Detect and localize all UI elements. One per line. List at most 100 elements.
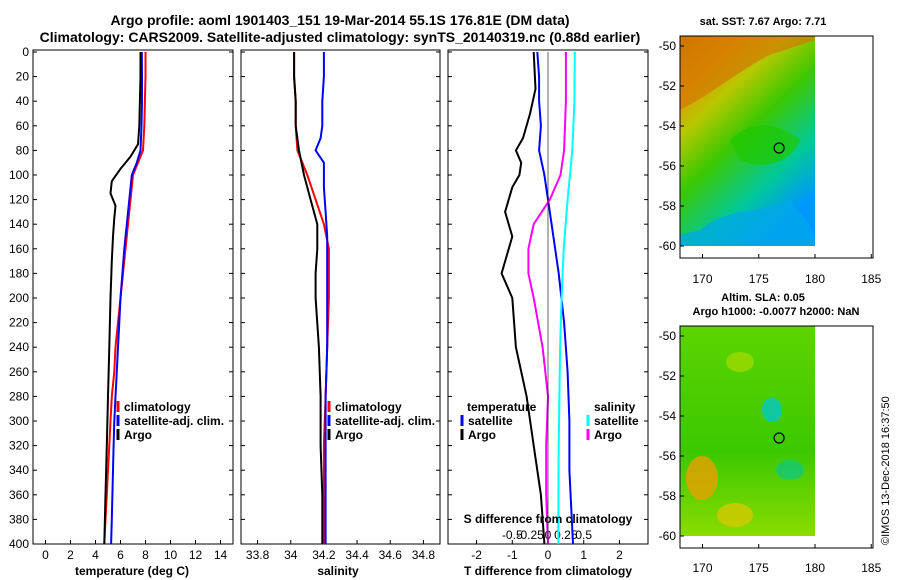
y-tick-label: 160 bbox=[9, 242, 29, 256]
y-tick-label: 320 bbox=[9, 439, 29, 453]
sla-map-subtitle: Argo h1000: -0.0077 h2000: NaN bbox=[693, 306, 860, 318]
x-tick-label: 14 bbox=[214, 548, 228, 562]
y-tick-label: 200 bbox=[9, 291, 29, 305]
salinity-xlabel: salinity bbox=[317, 564, 359, 578]
x-tick-label: 0 bbox=[42, 548, 49, 562]
map-x-tick-label: 175 bbox=[749, 272, 769, 286]
y-tick-label: 240 bbox=[9, 340, 29, 354]
map-y-tick-label: -56 bbox=[659, 449, 677, 463]
x-tick-label: 34 bbox=[284, 548, 298, 562]
sst-map bbox=[679, 35, 874, 259]
sla-low-eddy bbox=[762, 398, 782, 422]
series-salinity-satellite bbox=[557, 51, 576, 544]
x-tick-label: -1 bbox=[507, 548, 518, 562]
salinity-legend: climatology satellite-adj. clim. Argo bbox=[327, 400, 435, 442]
y-tick-label: 400 bbox=[9, 537, 29, 551]
sst-map-title: sat. SST: 7.67 Argo: 7.71 bbox=[700, 16, 827, 28]
y-tick-label: 140 bbox=[9, 217, 29, 231]
argo-location-marker bbox=[773, 142, 785, 154]
series-temperature-satellite bbox=[536, 51, 574, 545]
difference-xlabel: T difference from climatology bbox=[464, 564, 632, 578]
x-tick-label: 34.8 bbox=[412, 548, 436, 562]
x2-tick-label: 0.5 bbox=[575, 528, 592, 542]
map-y-tick-label: -60 bbox=[659, 529, 677, 543]
legend-climatology: climatology bbox=[335, 400, 402, 414]
series-temperature-argo bbox=[500, 51, 546, 545]
y-tick-label: 300 bbox=[9, 414, 29, 428]
y-tick-label: 360 bbox=[9, 488, 29, 502]
x-tick-label: 33.8 bbox=[246, 548, 270, 562]
map-y-tick-label: -60 bbox=[659, 239, 677, 253]
legend-s-argo: Argo bbox=[594, 428, 622, 442]
x-tick-label: 0 bbox=[545, 548, 552, 562]
sla-ridge bbox=[726, 352, 754, 372]
x2-tick-label: -0.25 bbox=[516, 528, 544, 542]
map-x-tick-label: 170 bbox=[692, 561, 712, 575]
salinity-difference-xlabel: S difference from climatology bbox=[464, 512, 633, 526]
x-tick-label: 34.2 bbox=[312, 548, 336, 562]
map-x-tick-label: 185 bbox=[861, 561, 881, 575]
map-y-tick-label: -50 bbox=[659, 39, 677, 53]
y-tick-label: 100 bbox=[9, 168, 29, 182]
x-tick-label: 10 bbox=[164, 548, 178, 562]
sst-warm-region bbox=[680, 36, 815, 110]
legend-argo: Argo bbox=[124, 428, 152, 442]
map-x-tick-label: 175 bbox=[749, 561, 769, 575]
sst-green-eddy bbox=[730, 125, 800, 165]
map-x-tick-label: 185 bbox=[861, 272, 881, 286]
x-tick-label: 6 bbox=[117, 548, 124, 562]
argo-location-marker bbox=[773, 432, 785, 444]
difference-legend: temperature satellite Argo salinity sate… bbox=[460, 400, 639, 442]
sst-map-frame bbox=[679, 35, 874, 259]
y-tick-label: 60 bbox=[16, 119, 30, 133]
series-argo bbox=[293, 52, 324, 544]
temperature-plot-frame bbox=[32, 49, 234, 545]
x-tick-label: -2 bbox=[471, 548, 482, 562]
x-tick-label: 34.4 bbox=[345, 548, 369, 562]
imos-credit: ©IMOS 13-Dec-2018 16:37:50 bbox=[880, 396, 892, 545]
sst-cold-region bbox=[680, 200, 815, 246]
y-tick-label: 120 bbox=[9, 193, 29, 207]
x2-tick-label: -0.5 bbox=[502, 528, 523, 542]
y-tick-label: 280 bbox=[9, 389, 29, 403]
x-tick-label: 4 bbox=[92, 548, 99, 562]
x-tick-label: 2 bbox=[67, 548, 74, 562]
sla-yellow-blob bbox=[717, 503, 753, 527]
sla-map-title: Altim. SLA: 0.05 bbox=[721, 292, 805, 304]
temperature-xlabel: temperature (deg C) bbox=[75, 564, 189, 578]
y-tick-label: 20 bbox=[16, 70, 30, 84]
sla-warm-blob bbox=[686, 456, 718, 500]
y-tick-label: 80 bbox=[16, 143, 30, 157]
map-y-tick-label: -54 bbox=[659, 409, 677, 423]
legend-salinity-title: salinity bbox=[594, 400, 636, 414]
legend-s-satellite: satellite bbox=[594, 414, 639, 428]
legend-t-argo: Argo bbox=[468, 428, 496, 442]
y-tick-label: 380 bbox=[9, 512, 29, 526]
title-line-2: Climatology: CARS2009. Satellite-adjuste… bbox=[39, 29, 641, 45]
sla-low-eddy-2 bbox=[776, 460, 804, 480]
sla-map-frame bbox=[679, 325, 874, 549]
x-tick-label: 12 bbox=[189, 548, 203, 562]
map-x-tick-label: 180 bbox=[805, 272, 825, 286]
x-tick-label: 34.6 bbox=[379, 548, 403, 562]
series-satellite-adj-clim- bbox=[314, 52, 329, 544]
map-y-tick-label: -52 bbox=[659, 369, 677, 383]
y-tick-label: 180 bbox=[9, 266, 29, 280]
y-tick-label: 0 bbox=[22, 45, 29, 59]
y-tick-label: 40 bbox=[16, 94, 30, 108]
series-satellite-adj-clim- bbox=[110, 51, 143, 545]
map-y-tick-label: -58 bbox=[659, 489, 677, 503]
y-tick-label: 260 bbox=[9, 365, 29, 379]
x-tick-label: 2 bbox=[616, 548, 623, 562]
sla-map bbox=[679, 325, 874, 549]
salinity-plot-frame bbox=[240, 49, 441, 545]
y-tick-label: 340 bbox=[9, 463, 29, 477]
map-x-tick-label: 180 bbox=[805, 561, 825, 575]
title-line-1: Argo profile: aoml 1901403_151 19-Mar-20… bbox=[110, 12, 570, 28]
legend-t-satellite: satellite bbox=[468, 414, 513, 428]
legend-argo: Argo bbox=[335, 428, 363, 442]
legend-satellite-adj: satellite-adj. clim. bbox=[335, 414, 435, 428]
series-salinity-argo bbox=[527, 52, 567, 545]
map-y-tick-label: -50 bbox=[659, 329, 677, 343]
